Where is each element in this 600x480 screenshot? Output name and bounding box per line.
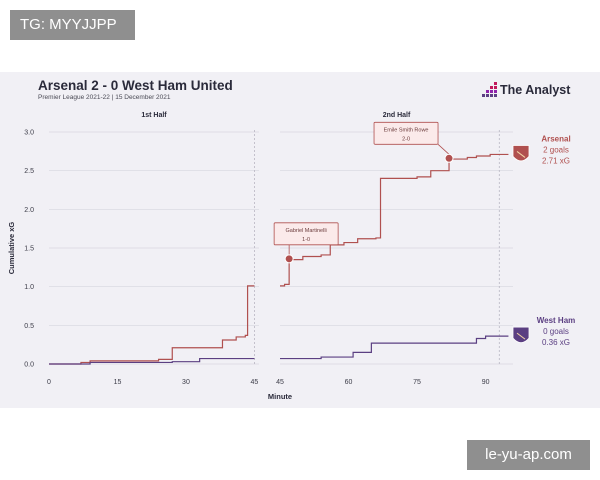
west-ham-xg-line-second-half [280, 335, 509, 360]
x-tick-label: 60 [345, 379, 353, 386]
x-tick-label: 75 [413, 379, 421, 386]
arsenal-crest-icon [512, 145, 530, 162]
y-tick-label: 1.5 [24, 246, 34, 253]
goal-callout-connector [437, 143, 450, 155]
arsenal-goals-label: 2 goals [543, 145, 569, 154]
y-tick-label: 0.0 [24, 362, 34, 369]
x-axis-label: Minute [268, 392, 292, 401]
x-tick-label: 45 [251, 379, 259, 386]
x-tick-label: 30 [182, 379, 190, 386]
watermark-bottom-right: le-yu-ap.com [467, 440, 590, 470]
arsenal-xg-label: 2.71 xG [542, 156, 570, 165]
chart-title: Arsenal 2 - 0 West Ham United [38, 78, 233, 93]
x-tick-label: 0 [47, 379, 51, 386]
goal-score-label: 1-0 [302, 237, 310, 243]
y-axis-label: Cumulative xG [7, 222, 16, 275]
watermark-top-left: TG: MYYJJPP [10, 10, 135, 40]
y-tick-label: 2.0 [24, 207, 34, 214]
y-tick-label: 2.5 [24, 168, 34, 175]
west-ham-crest-icon [512, 326, 530, 344]
y-tick-label: 1.0 [24, 284, 34, 291]
goal-score-label: 2-0 [402, 136, 410, 142]
west-ham-xg-line-first-half [49, 357, 255, 365]
x-tick-label: 15 [114, 379, 122, 386]
analyst-logo-icon [482, 82, 497, 97]
panel-label-1: 2nd Half [383, 112, 411, 119]
x-tick-label: 90 [482, 379, 490, 386]
west-ham-crest-detail-icon [516, 332, 526, 340]
goal-marker-icon [444, 153, 454, 163]
y-tick-label: 3.0 [24, 130, 34, 137]
brand-logo: The Analyst [482, 82, 570, 97]
arsenal-crest-detail-icon [516, 151, 526, 158]
west-ham-xg-label: 0.36 xG [542, 338, 570, 347]
arsenal-xg-line-second-half [280, 153, 509, 287]
chart-subtitle: Premier League 2021-22 | 15 December 202… [38, 94, 171, 101]
arsenal-team-label: Arsenal [541, 134, 570, 143]
goal-marker-icon [284, 254, 294, 264]
x-tick-label: 45 [276, 379, 284, 386]
goal-callout-box [373, 121, 439, 145]
west-ham-goals-label: 0 goals [543, 327, 569, 336]
goal-scorer-label: Gabriel Martinelli [286, 228, 327, 234]
brand-name: The Analyst [500, 82, 571, 97]
goal-callout-box [273, 222, 339, 246]
goal-scorer-label: Emile Smith Rowe [384, 127, 429, 133]
y-tick-label: 0.5 [24, 323, 34, 330]
arsenal-xg-line-first-half [49, 285, 255, 365]
west-ham-team-label: West Ham [537, 316, 576, 325]
panel-label-0: 1st Half [141, 112, 167, 119]
